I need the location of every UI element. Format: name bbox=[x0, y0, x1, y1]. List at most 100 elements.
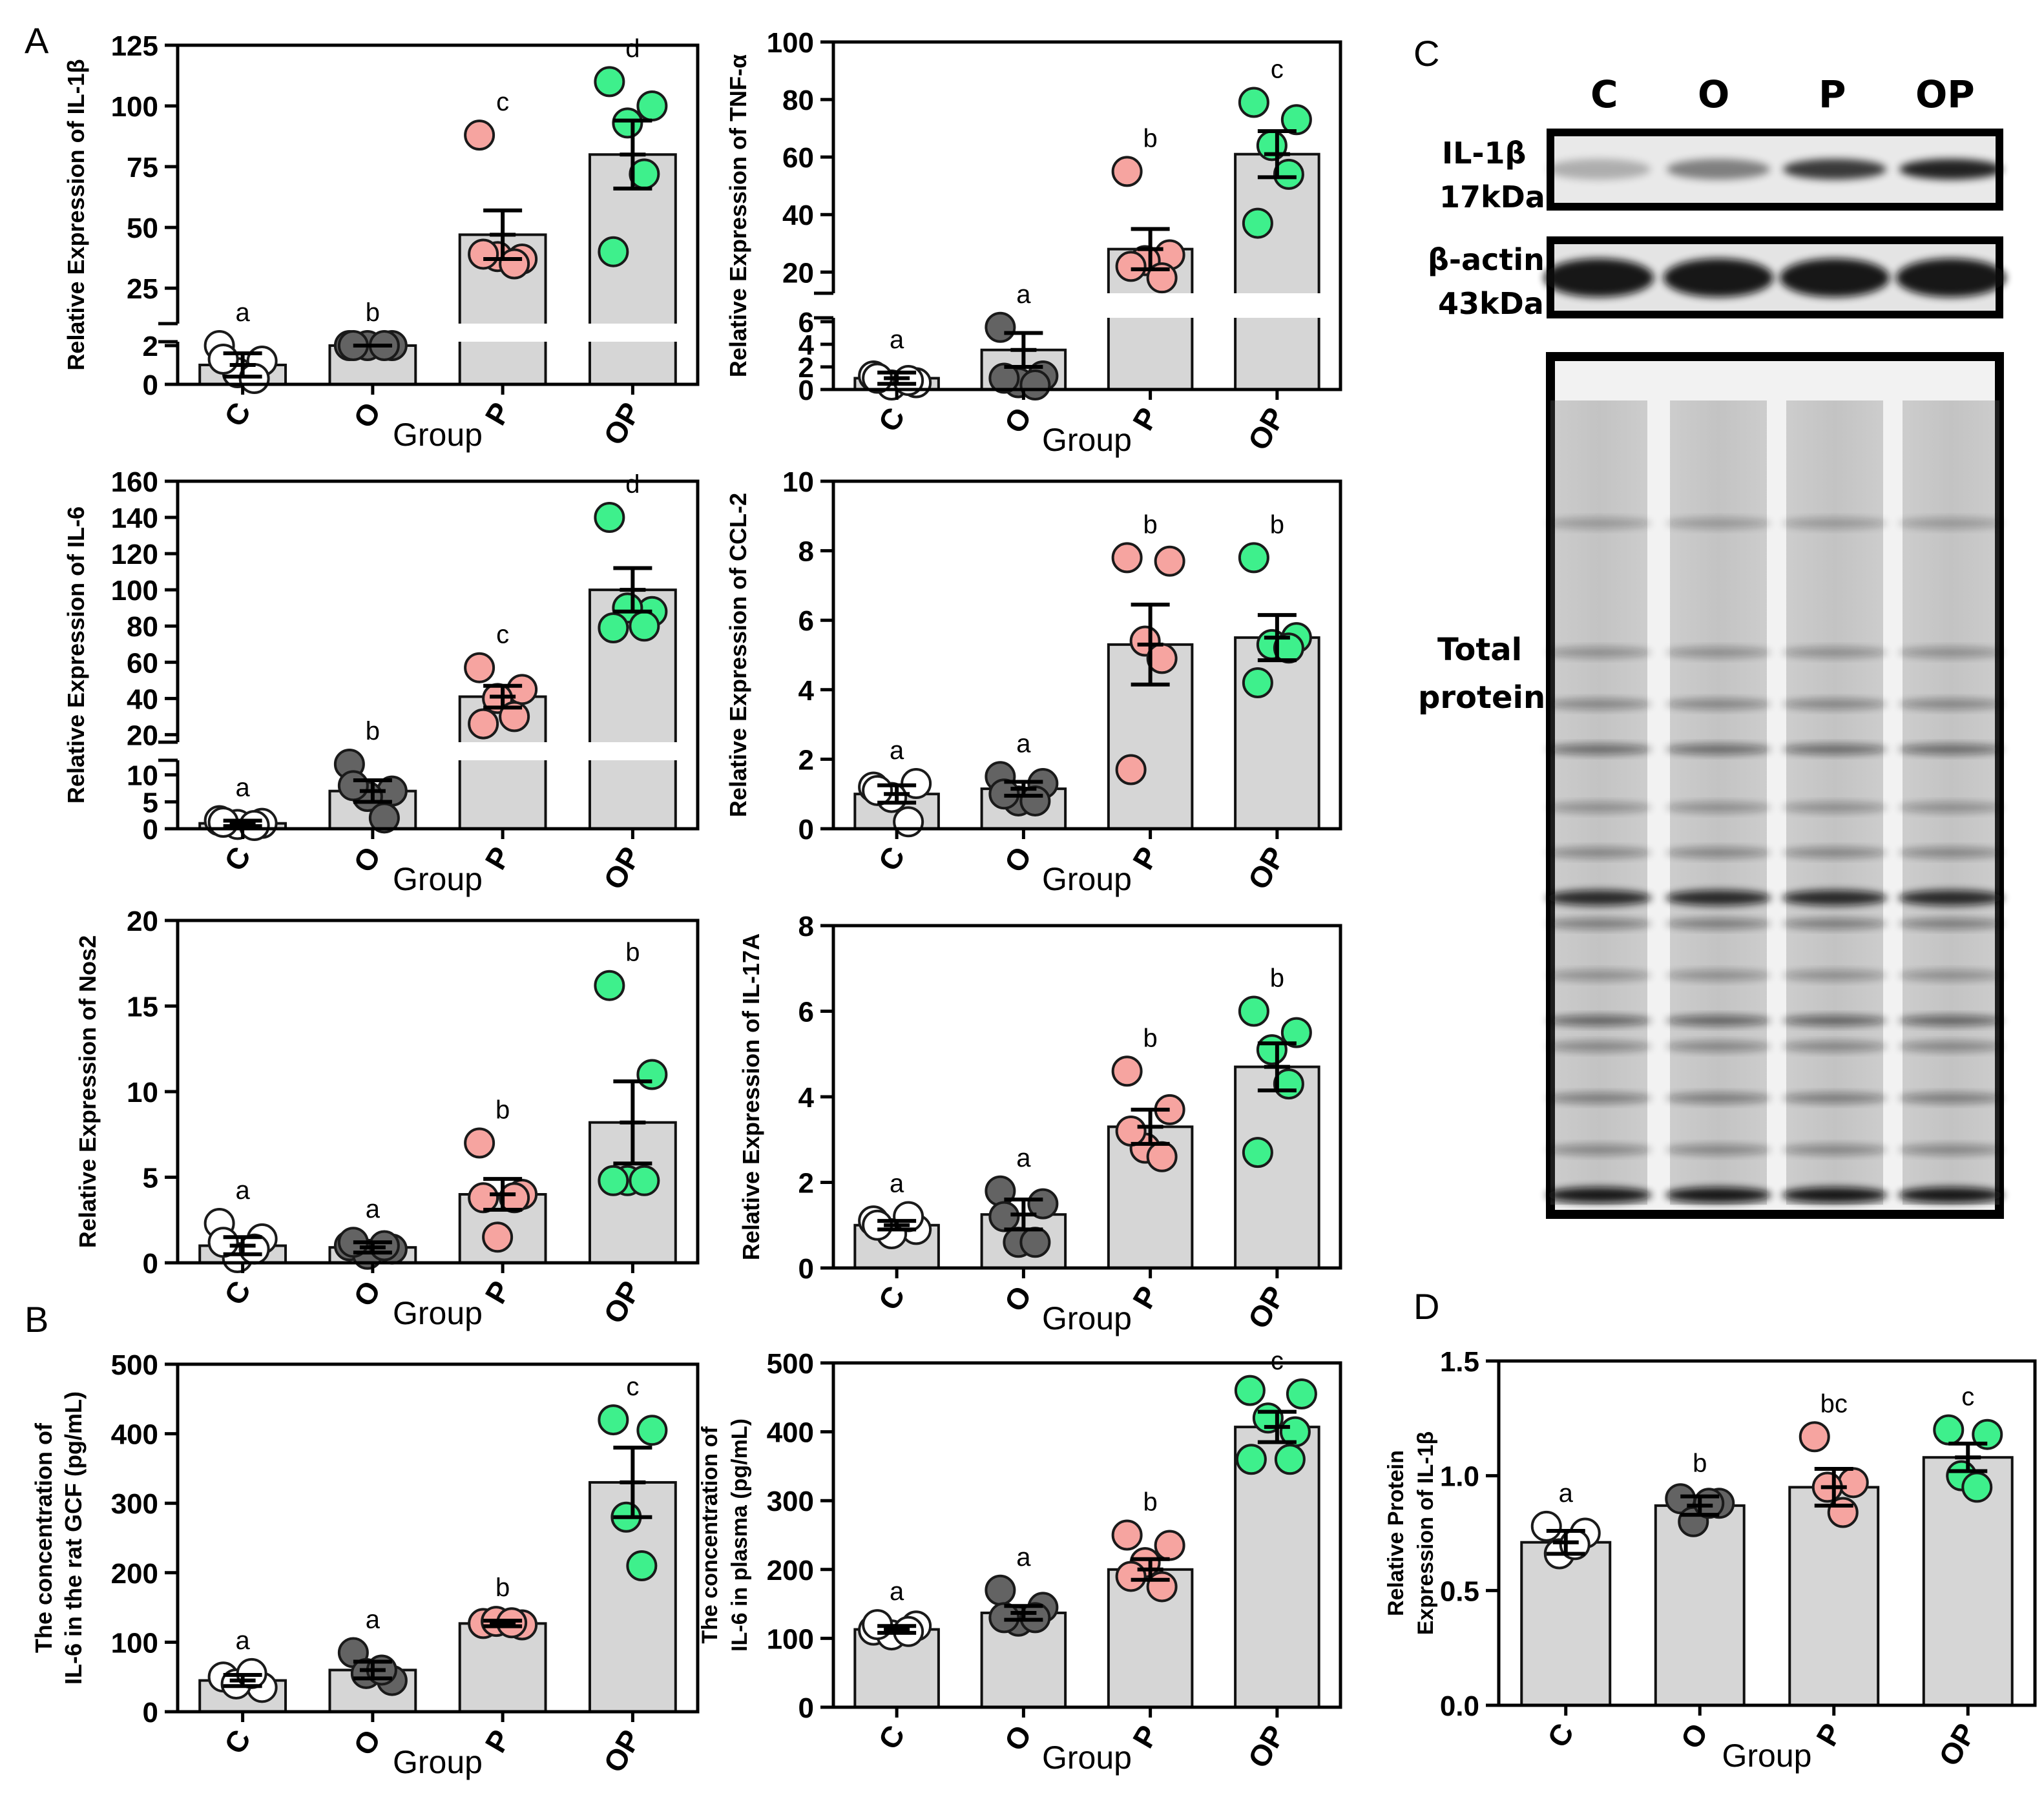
blot-lane-label-c: C bbox=[1590, 72, 1618, 116]
actin-band-C bbox=[1544, 258, 1654, 297]
significance-letter-C: a bbox=[890, 1170, 904, 1198]
axis-break-gap bbox=[158, 742, 704, 760]
bar-C bbox=[1520, 1541, 1612, 1707]
gel-band bbox=[1782, 518, 1888, 528]
y-axis-title: Relative Expression of IL-1β bbox=[63, 59, 89, 370]
gel-band bbox=[1898, 970, 2004, 981]
y-tick-label: 5 bbox=[143, 787, 158, 818]
gel-band bbox=[1546, 970, 1652, 981]
data-point-P bbox=[468, 708, 499, 740]
y-tick-label: 50 bbox=[127, 213, 158, 244]
data-point-P bbox=[464, 119, 495, 151]
gel-band bbox=[1898, 1093, 2004, 1103]
data-point-OP bbox=[1238, 87, 1269, 118]
gel-band bbox=[1898, 847, 2004, 858]
gel-band bbox=[1665, 1015, 1771, 1026]
gel-band bbox=[1782, 847, 1888, 858]
blot-lane-label-op: OP bbox=[1915, 72, 1975, 116]
gel-band bbox=[1665, 1093, 1771, 1103]
data-point-O bbox=[988, 1602, 1020, 1634]
significance-letter-OP: d bbox=[625, 470, 640, 499]
data-point-OP bbox=[594, 66, 625, 98]
y-tick-label: 200 bbox=[767, 1555, 814, 1586]
actin-band-O bbox=[1663, 258, 1773, 297]
gel-band bbox=[1782, 919, 1888, 929]
data-point-O bbox=[1027, 1188, 1059, 1220]
gel-band bbox=[1898, 744, 2004, 754]
y-tick-label: 0 bbox=[143, 369, 158, 401]
y-axis-title: Relative Protein bbox=[1384, 1450, 1408, 1616]
data-point-P bbox=[482, 1221, 514, 1253]
data-point-OP bbox=[1972, 1418, 2003, 1450]
y-tick-label: 100 bbox=[111, 1627, 158, 1659]
significance-letter-OP: b bbox=[625, 939, 640, 967]
gel-band bbox=[1546, 518, 1652, 528]
y-tick-label: 4 bbox=[798, 675, 815, 707]
il1b-band-P bbox=[1783, 159, 1886, 180]
significance-letter-OP: c bbox=[1961, 1383, 1974, 1411]
data-point-OP bbox=[629, 1165, 660, 1196]
il1b-band-O bbox=[1667, 159, 1770, 180]
data-point-OP bbox=[636, 1415, 668, 1446]
data-point-P bbox=[1115, 251, 1147, 282]
data-point-OP bbox=[1242, 207, 1273, 239]
bar-OP bbox=[1234, 1065, 1320, 1269]
data-point-OP bbox=[598, 1404, 629, 1436]
panel-label-c: C bbox=[1413, 33, 1440, 74]
y-tick-label: 0.5 bbox=[1440, 1575, 1479, 1607]
axes-frame bbox=[831, 479, 1342, 831]
y-tick-label: 400 bbox=[767, 1417, 814, 1449]
y-tick-label: 120 bbox=[111, 539, 158, 570]
significance-letter-C: a bbox=[236, 1626, 251, 1655]
significance-letter-P: b bbox=[1143, 124, 1158, 152]
y-tick-label: 40 bbox=[782, 200, 814, 231]
x-axis-title: Group bbox=[393, 1295, 483, 1331]
significance-letter-C: a bbox=[890, 326, 904, 354]
gel-band bbox=[1898, 518, 2004, 528]
x-axis-title: Group bbox=[393, 1744, 483, 1780]
significance-letter-P: c bbox=[496, 621, 509, 649]
y-tick-label: 10 bbox=[127, 1077, 158, 1108]
axes-frame bbox=[1497, 1359, 2037, 1707]
gel-band bbox=[1898, 802, 2004, 813]
y-tick-label: 4 bbox=[798, 1082, 815, 1114]
data-point-P bbox=[1111, 1519, 1143, 1551]
gel-band bbox=[1665, 1145, 1771, 1155]
significance-letter-C: a bbox=[236, 298, 251, 327]
significance-letter-O: a bbox=[366, 1606, 381, 1634]
data-point-P bbox=[1111, 156, 1143, 187]
total-protein-label: Total bbox=[1437, 632, 1523, 668]
data-point-P bbox=[1154, 545, 1185, 577]
x-axis-title: Group bbox=[1042, 861, 1132, 897]
significance-letter-C: a bbox=[1559, 1479, 1574, 1508]
gel-band bbox=[1898, 890, 2004, 906]
y-tick-label: 0 bbox=[798, 814, 814, 846]
y-axis-title: IL-6 in the rat GCF (pg/mL) bbox=[60, 1391, 87, 1685]
gel-band bbox=[1665, 919, 1771, 929]
gel-band bbox=[1546, 647, 1652, 658]
y-tick-label: 100 bbox=[767, 1623, 814, 1655]
y-axis-title: Relative Expression of CCL-2 bbox=[725, 493, 751, 817]
gel-band bbox=[1665, 699, 1771, 709]
y-tick-label: 8 bbox=[798, 911, 814, 942]
y-tick-label: 0.0 bbox=[1440, 1690, 1479, 1722]
axis-break-mask bbox=[172, 742, 183, 760]
panel-label-b: B bbox=[25, 1299, 49, 1340]
data-point-O bbox=[1019, 1602, 1051, 1634]
y-tick-label: 10 bbox=[782, 466, 814, 498]
y-axis-title: Relative Expression of Nos2 bbox=[74, 935, 101, 1248]
data-point-OP bbox=[1235, 1444, 1267, 1475]
significance-letter-OP: b bbox=[1270, 964, 1284, 993]
y-axis-title: IL-6 in plasma (pg/mL) bbox=[727, 1418, 752, 1652]
significance-letter-OP: d bbox=[625, 34, 640, 63]
significance-letter-O: a bbox=[1016, 1144, 1031, 1172]
significance-letter-O: a bbox=[1016, 729, 1031, 758]
y-tick-label: 20 bbox=[782, 257, 814, 289]
y-tick-label: 500 bbox=[767, 1348, 814, 1380]
y-tick-label: 6 bbox=[798, 997, 814, 1028]
gel-band bbox=[1546, 919, 1652, 929]
